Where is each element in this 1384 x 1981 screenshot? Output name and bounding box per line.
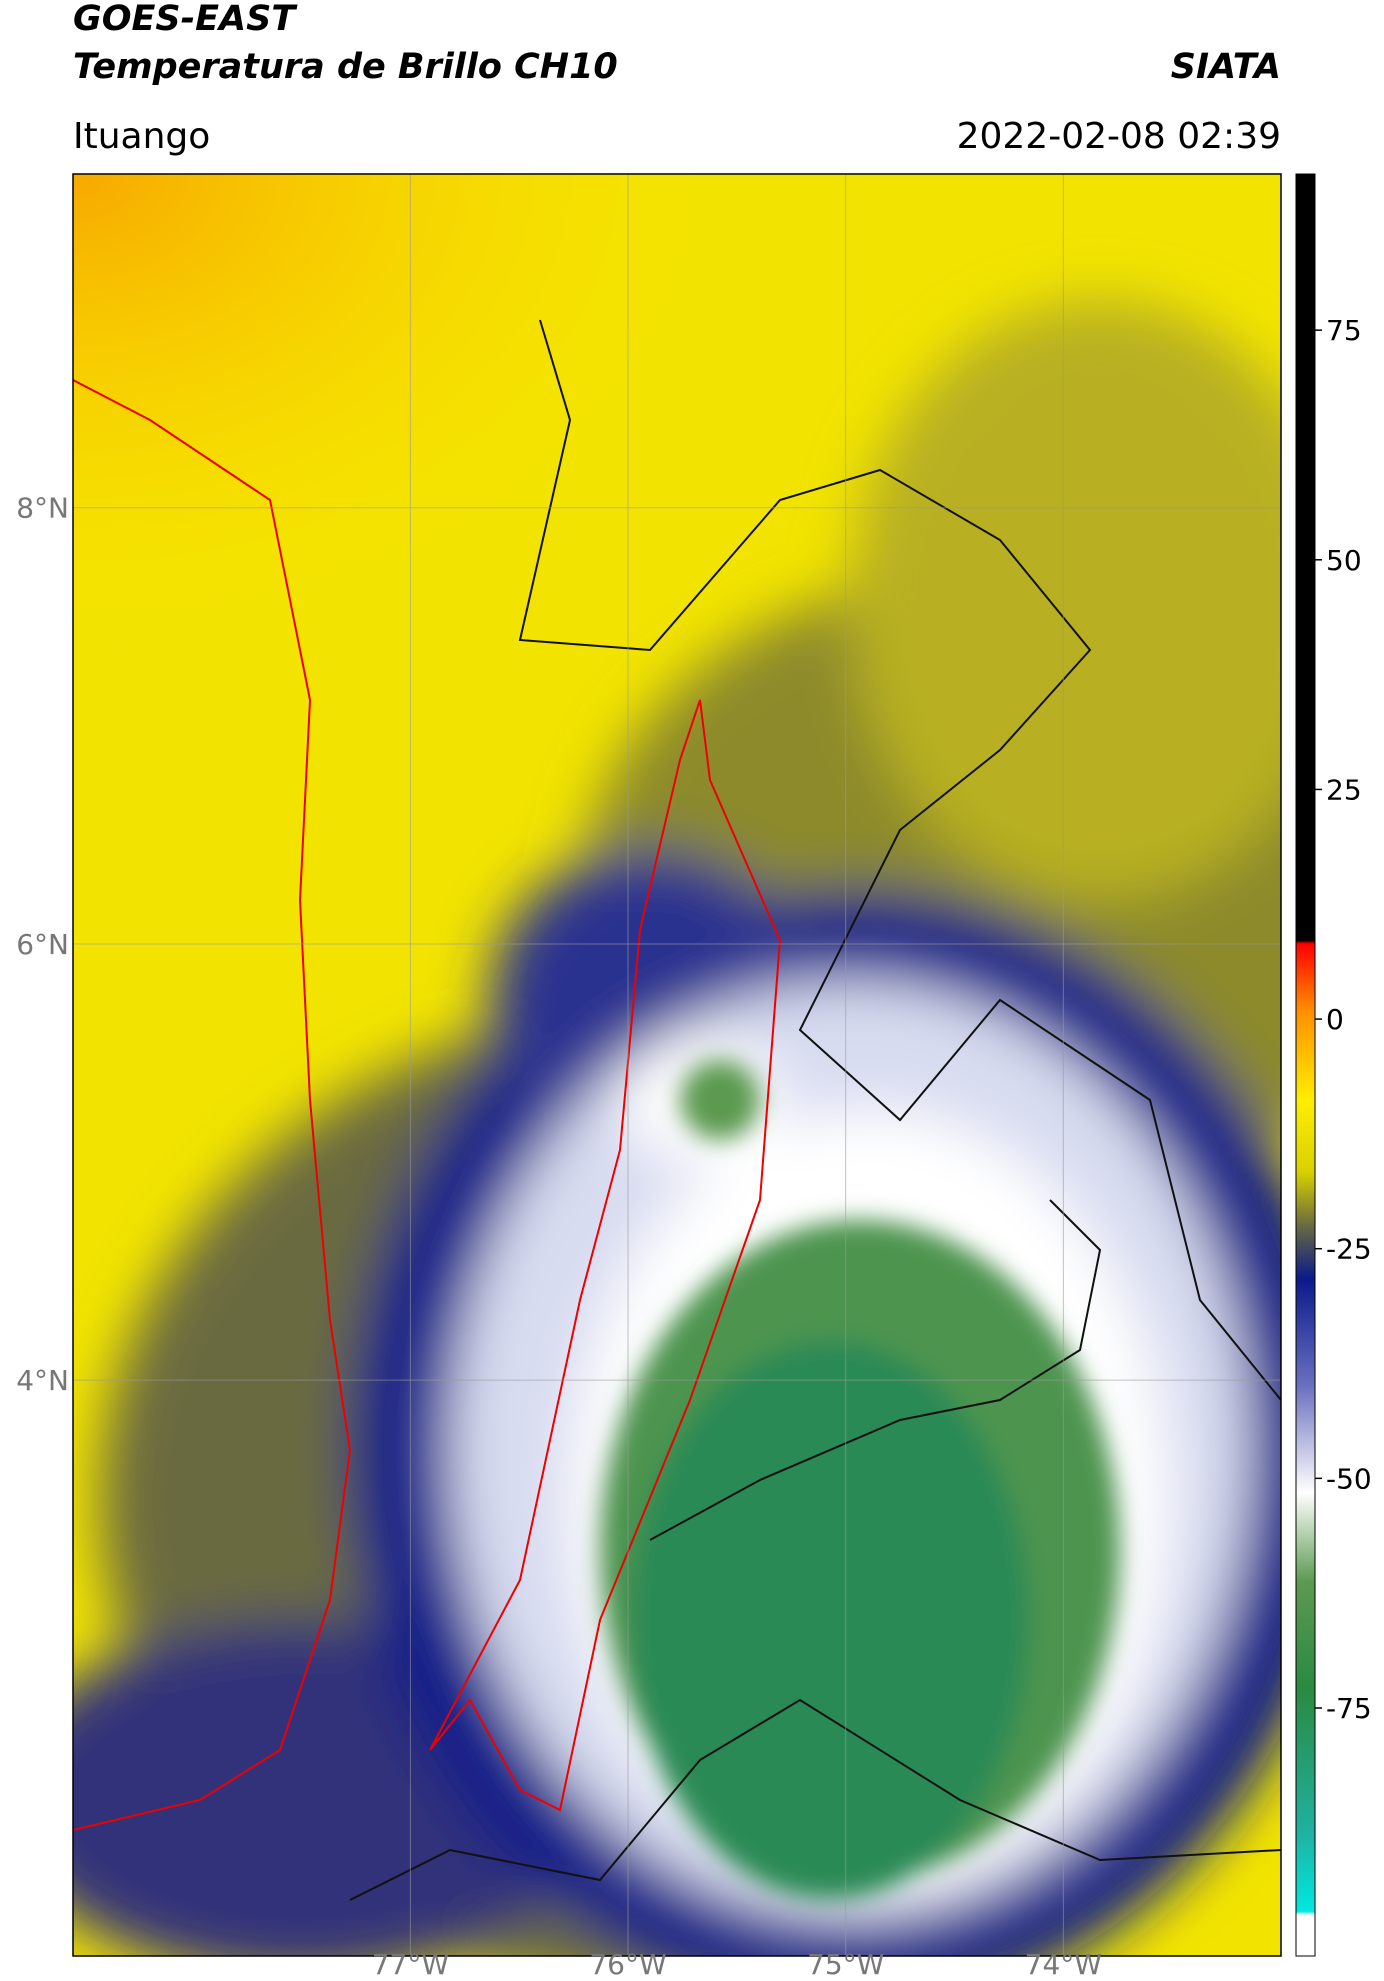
colorbar (1295, 173, 1316, 1957)
colorbar-tick-label: 0 (1326, 1003, 1344, 1036)
datetime: 2022-02-08 02:39 (957, 116, 1281, 157)
x-tick-label: 75°W (807, 1948, 884, 1981)
x-tick-label: 74°W (1025, 1948, 1102, 1981)
y-tick-label: 4°N (16, 1364, 69, 1397)
satellite-image (73, 174, 1281, 1956)
subtitle: Temperatura de Brillo CH10 (73, 47, 618, 87)
colorbar-tick-label: -75 (1326, 1692, 1372, 1725)
source: SIATA (1171, 47, 1281, 87)
colorbar-tick-label: -25 (1326, 1233, 1372, 1266)
colorbar-tick-label: 75 (1326, 314, 1362, 347)
title: GOES-EAST (73, 0, 298, 39)
colorbar-tick-label: 50 (1326, 544, 1362, 577)
x-tick-label: 77°W (372, 1948, 449, 1981)
y-tick-label: 8°N (16, 492, 69, 525)
colorbar-tick-label: 25 (1326, 773, 1362, 806)
x-tick-label: 76°W (589, 1948, 666, 1981)
region: Ituango (73, 116, 210, 157)
y-tick-label: 6°N (16, 928, 69, 961)
map-frame (72, 173, 1282, 1957)
colorbar-tick-label: -50 (1326, 1462, 1372, 1495)
